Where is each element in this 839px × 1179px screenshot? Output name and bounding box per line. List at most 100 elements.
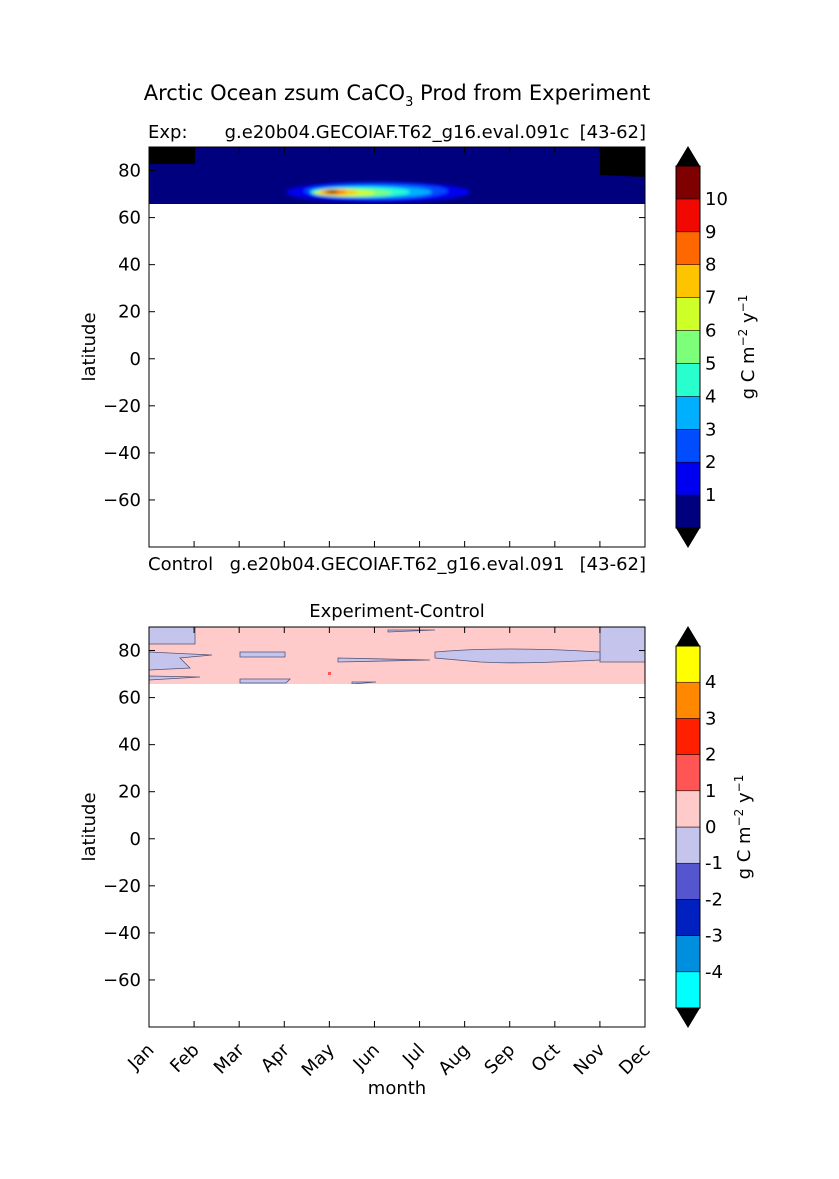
colorbar-frame (675, 165, 701, 529)
y-tick-label: 0 (130, 349, 141, 370)
colorbar-segment (675, 429, 701, 463)
panel2-y-axis: 80 60 40 20 0 −20 −40 −60 (103, 641, 645, 991)
colorbar-extend-max (676, 626, 700, 646)
panel-experiment: Exp: g.e20b04.GECOIAF.T62_g16.eval.091c … (79, 122, 759, 548)
x-tick-label: Jun (349, 1040, 384, 1075)
colorbar-segment (675, 935, 701, 973)
colorbar-tick-label: 3 (705, 419, 716, 440)
colorbar-tick-label: 4 (705, 672, 716, 693)
diff-band-negative (149, 675, 201, 681)
diff-band-negative (337, 657, 431, 663)
panel1-title-right: [43-62] (580, 122, 646, 143)
colorbar-tick-label: 5 (705, 353, 716, 374)
colorbar-extend-min (676, 528, 700, 548)
y-tick-label: −60 (103, 490, 141, 511)
colorbar-tick-label: 8 (705, 255, 716, 276)
colorbar-segment (675, 718, 701, 755)
colorbar-extend-min (676, 1008, 700, 1028)
panel2-title-left: Control (148, 554, 213, 575)
panel2-title-right: [43-62] (580, 554, 646, 575)
panel2-ylabel: latitude (79, 792, 100, 861)
diff-band-negative (239, 678, 291, 684)
colorbar-tick-label: 0 (705, 817, 716, 838)
x-tick-label: Sep (480, 1040, 519, 1079)
panel2-xlabel: month (368, 1078, 426, 1099)
colorbar-segment (675, 971, 701, 1009)
diff-band-negative (351, 681, 377, 684)
y-tick-label: 80 (118, 161, 141, 182)
y-tick-label: −20 (103, 876, 141, 897)
colorbar-segment (675, 461, 701, 496)
colorbar-segment (675, 826, 701, 864)
colorbar-segment (675, 198, 701, 233)
y-tick-label: 40 (118, 255, 141, 276)
colorbar-tick-label: 3 (705, 708, 716, 729)
figure-title: Arctic Ocean zsum CaCO3 Prod from Experi… (144, 81, 651, 110)
x-tick-label: Aug (434, 1040, 474, 1080)
panel2-colorbar-label: g C m−2 y−1 (732, 775, 755, 880)
panel1-field (149, 147, 645, 204)
panel1-title-left: Exp: (148, 122, 188, 143)
colorbar-segment (675, 165, 701, 200)
colorbar-tick-label: -1 (705, 853, 723, 874)
colorbar-tick-label: -2 (705, 889, 723, 910)
panel1-ylabel: latitude (79, 312, 100, 381)
colorbar-segment (675, 899, 701, 936)
panel2-subtitle: Experiment-Control (309, 601, 485, 622)
y-tick-label: −40 (103, 923, 141, 944)
y-tick-label: −20 (103, 396, 141, 417)
x-tick-label: Jul (398, 1040, 429, 1071)
diff-band-negative (434, 648, 601, 664)
panel1-mask-right (600, 147, 645, 177)
diff-band-negative (149, 627, 196, 645)
colorbar-segment (675, 264, 701, 298)
panel1-frame (148, 146, 646, 548)
colorbar-segment (675, 330, 701, 364)
diff-band-negative (387, 629, 436, 633)
colorbar-frame (675, 645, 701, 1009)
panel2-colorbar: -4 -3 -2 -1 0 1 2 3 4 (675, 626, 723, 1028)
x-tick-label: May (298, 1039, 339, 1080)
y-tick-label: −60 (103, 970, 141, 991)
diff-band-negative (599, 627, 645, 663)
y-tick-label: 20 (118, 782, 141, 803)
colorbar-tick-label: 2 (705, 745, 716, 766)
y-tick-label: 40 (118, 735, 141, 756)
diff-band-negative (239, 651, 286, 658)
colorbar-tick-label: 4 (705, 386, 716, 407)
x-tick-label: Nov (570, 1039, 610, 1079)
panel1-title-center: g.e20b04.GECOIAF.T62_g16.eval.091c (225, 122, 570, 143)
diff-band-negative (149, 651, 213, 671)
colorbar-tick-label: 2 (705, 452, 716, 473)
y-tick-label: 80 (118, 641, 141, 662)
colorbar-extend-max (676, 146, 700, 166)
x-tick-label: Feb (166, 1040, 203, 1077)
y-tick-label: 60 (118, 688, 141, 709)
panel2-title-center: g.e20b04.GECOIAF.T62_g16.eval.091 (230, 554, 565, 575)
panel1-y-axis: 80 60 40 20 0 −20 −40 −60 (103, 161, 645, 511)
panel1-colorbar-label: g C m−2 y−1 (736, 295, 759, 400)
x-tick-label: Oct (527, 1040, 564, 1077)
colorbar-segment (675, 231, 701, 265)
colorbar-segment (675, 494, 701, 529)
panel1-colorbar: 1 2 3 4 5 6 7 8 9 10 (675, 146, 728, 548)
x-tick-label: Dec (615, 1040, 654, 1079)
colorbar-segment (675, 645, 701, 683)
y-tick-label: −40 (103, 443, 141, 464)
colorbar-tick-label: 1 (705, 781, 716, 802)
colorbar-tick-label: -4 (705, 962, 723, 983)
x-tick-label: Apr (257, 1039, 294, 1076)
diff-spot (328, 672, 331, 675)
x-tick-label: Mar (210, 1039, 249, 1078)
colorbar-tick-label: 6 (705, 321, 716, 342)
panel2-frame (148, 626, 646, 1028)
colorbar-segment (675, 790, 701, 828)
y-tick-label: 20 (118, 302, 141, 323)
colorbar-tick-label: 1 (705, 485, 716, 506)
panel2-plot-background (149, 627, 645, 1027)
y-tick-label: 60 (118, 208, 141, 229)
panel1-plot-background (149, 147, 645, 547)
y-tick-label: 0 (130, 829, 141, 850)
